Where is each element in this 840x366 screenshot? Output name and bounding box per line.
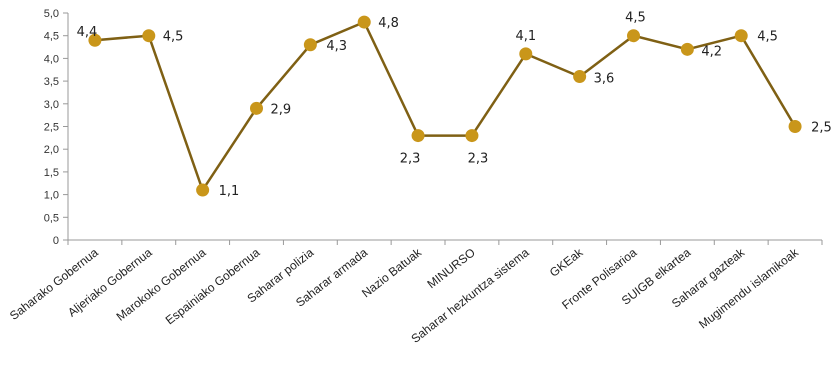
x-tick-label: GKEak (547, 245, 586, 280)
data-label: 3,6 (594, 72, 615, 87)
data-label: 4,8 (378, 16, 399, 31)
data-point (465, 129, 479, 143)
data-point (250, 101, 263, 115)
y-tick-label: 3,5 (44, 76, 59, 88)
series (88, 15, 802, 197)
data-point (788, 120, 802, 133)
x-tick-label: Espainiako Gobernua (163, 245, 263, 327)
y-tick-label: 0 (53, 235, 59, 247)
x-tick-label: Marokoko Gobernua (114, 245, 209, 324)
data-label: 2,9 (271, 102, 292, 117)
y-tick-label: 2,5 (44, 122, 59, 134)
y-tick-label: 1,0 (44, 190, 59, 202)
data-label: 4,5 (757, 30, 778, 45)
y-tick-label: 4,5 (44, 31, 59, 43)
data-point (627, 29, 640, 43)
data-point (734, 29, 748, 43)
y-tick-label: 1,5 (44, 167, 59, 179)
y-axis: 0 0,5 1,0 1,5 2,0 2,5 3,0 3,5 4,0 4,5 5,0 (44, 8, 69, 247)
data-labels: 4,4 4,5 1,1 2,9 4,3 4,8 2,3 2,3 4,1 3,6 4,5 4,2 4,5 2… (77, 11, 832, 199)
series-line (94, 20, 797, 192)
data-label: 4,2 (701, 44, 722, 59)
data-label: 2,3 (400, 152, 421, 167)
y-tick-label: 4,0 (44, 53, 59, 65)
data-point (303, 38, 317, 52)
data-point (573, 70, 587, 84)
data-label: 4,4 (77, 25, 98, 40)
x-tick-label: Mugimendu islamikoak (696, 245, 802, 332)
data-point (357, 15, 371, 29)
x-tick-label: Nazio Batuak (359, 245, 425, 301)
data-point (519, 47, 533, 61)
data-label: 4,5 (163, 30, 184, 45)
y-tick-label: 2,0 (44, 144, 59, 156)
data-label: 4,5 (625, 11, 646, 26)
x-tick-label: MINURSO (424, 245, 477, 291)
data-label: 2,5 (811, 121, 832, 136)
y-tick-label: 3,0 (44, 99, 59, 111)
data-point (142, 29, 156, 43)
data-label: 4,1 (515, 29, 536, 44)
data-label: 1,1 (219, 184, 240, 199)
data-point (680, 42, 694, 56)
data-label: 2,3 (468, 152, 489, 167)
data-label: 4,3 (326, 39, 347, 54)
y-tick-label: 0,5 (44, 212, 59, 224)
x-tick-label: Saharako Gobernua (7, 245, 101, 323)
data-point (88, 33, 102, 47)
data-point (196, 183, 210, 197)
data-point (411, 129, 425, 143)
y-tick-label: 5,0 (44, 8, 59, 20)
